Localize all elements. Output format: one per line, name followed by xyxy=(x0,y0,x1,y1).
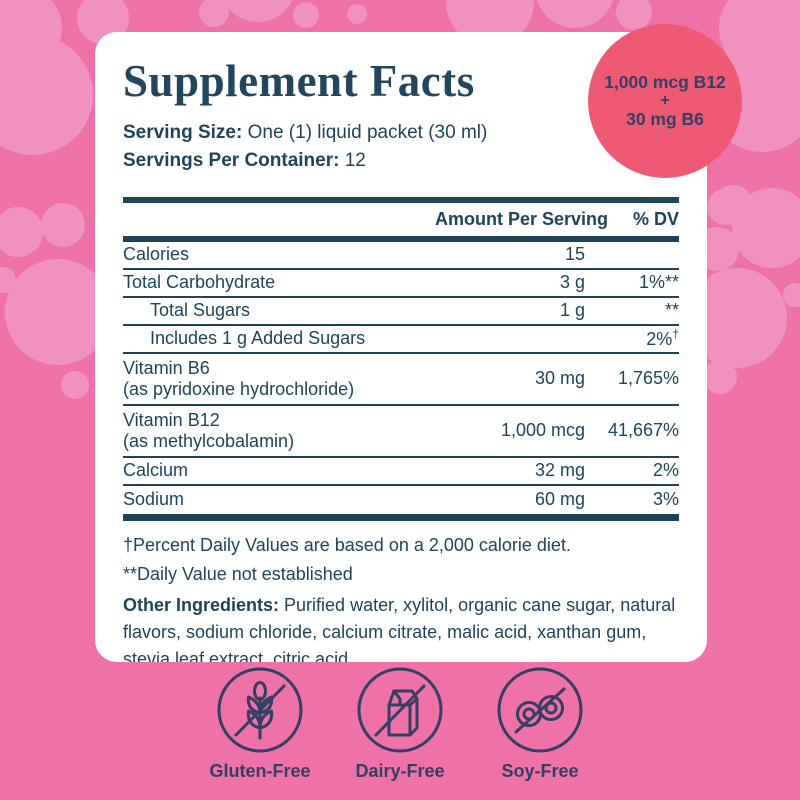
badge-plus: + xyxy=(660,92,670,109)
soy-free-badge: Soy-Free xyxy=(496,666,584,782)
feature-label: Soy-Free xyxy=(501,761,579,781)
nutrient-amount: 1,000 mcg xyxy=(500,420,585,441)
servings-per-container-value: 12 xyxy=(344,149,366,171)
nutrient-dv: 2%† xyxy=(646,327,679,350)
table-row: Calories 15 xyxy=(123,242,679,270)
nutrient-dv: 2% xyxy=(652,460,679,481)
other-ingredients-text: Purified water, xylitol, organic cane su… xyxy=(123,594,676,662)
serving-size-line: Serving Size: One (1) liquid packet (30 … xyxy=(123,119,679,147)
other-ingredients: Other Ingredients: Purified water, xylit… xyxy=(123,592,679,662)
serving-size-label: Serving Size: xyxy=(123,121,243,143)
nutrient-dv: 1%** xyxy=(638,272,679,293)
nutrient-dv: 41,667% xyxy=(607,420,679,441)
nutrient-amount: 30 mg xyxy=(534,368,585,389)
nutrient-name: Includes 1 g Added Sugars xyxy=(150,328,366,349)
other-ingredients-label: Other Ingredients: xyxy=(123,594,280,615)
table-row: Total Sugars 1 g ** xyxy=(123,298,679,326)
table-row: Vitamin B12 (as methylcobalamin) 1,000 m… xyxy=(123,406,679,458)
dagger-mark: † xyxy=(672,327,679,342)
servings-per-container-line: Servings Per Container: 12 xyxy=(123,147,679,175)
table-row: Calcium 32 mg 2% xyxy=(123,458,679,486)
table-row: Total Carbohydrate 3 g 1%** xyxy=(123,270,679,298)
nutrient-source: (as pyridoxine hydrochloride) xyxy=(123,378,355,399)
nutrient-amount: 15 xyxy=(564,244,585,265)
table-row: Sodium 60 mg 3% xyxy=(123,486,679,514)
gluten-free-badge: Gluten-Free xyxy=(210,666,311,782)
table-header-bar xyxy=(123,235,679,242)
page-title: Supplement Facts xyxy=(123,56,475,106)
table-bottom-bar xyxy=(123,513,679,521)
table-row: Vitamin B6 (as pyridoxine hydrochloride)… xyxy=(123,354,679,406)
daily-value-footnote: †Percent Daily Values are based on a 2,0… xyxy=(123,534,571,555)
badge-b6-amount: 30 mg B6 xyxy=(626,109,704,129)
table-row: Includes 1 g Added Sugars 2%† xyxy=(123,326,679,354)
soybean-slash-icon xyxy=(497,667,583,753)
nutrient-amount: 32 mg xyxy=(534,460,585,481)
nutrient-name: Vitamin B12 xyxy=(123,409,220,430)
nutrient-name: Total Sugars xyxy=(150,300,251,321)
nutrient-dv: 1,765% xyxy=(617,368,679,389)
nutrient-amount: 1 g xyxy=(559,300,585,321)
nutrient-dv: ** xyxy=(664,300,679,321)
amount-per-serving-header: Amount Per Serving xyxy=(435,208,609,229)
servings-per-container-label: Servings Per Container: xyxy=(123,149,340,171)
milk-carton-slash-icon xyxy=(357,667,443,753)
nutrient-name: Total Carbohydrate xyxy=(123,272,276,293)
table-top-bar xyxy=(123,196,679,203)
badge-b12-amount: 1,000 mcg B12 xyxy=(604,72,726,92)
not-established-footnote: **Daily Value not established xyxy=(123,563,353,584)
serving-size-value: One (1) liquid packet (30 ml) xyxy=(247,121,488,143)
nutrient-name: Calcium xyxy=(123,460,189,481)
nutrient-dv: 3% xyxy=(652,489,679,510)
nutrient-amount: 60 mg xyxy=(534,489,585,510)
nutrient-name: Vitamin B6 xyxy=(123,357,210,378)
table-header-row: Amount Per Serving % DV xyxy=(123,203,679,236)
nutrition-table: Amount Per Serving % DV Calories 15 Tota… xyxy=(123,196,679,521)
nutrient-amount: 3 g xyxy=(559,272,585,293)
potency-badge: 1,000 mcg B12 + 30 mg B6 xyxy=(588,24,742,178)
wheat-slash-icon xyxy=(217,667,303,753)
nutrient-name: Sodium xyxy=(123,489,185,510)
feature-badges-row: Gluten-Free Dairy-Free xyxy=(0,666,800,782)
dairy-free-badge: Dairy-Free xyxy=(355,666,445,782)
nutrient-source: (as methylcobalamin) xyxy=(123,430,295,451)
feature-label: Dairy-Free xyxy=(355,761,445,781)
nutrient-name: Calories xyxy=(123,244,190,265)
feature-label: Gluten-Free xyxy=(209,761,311,781)
percent-dv-header: % DV xyxy=(632,208,679,229)
